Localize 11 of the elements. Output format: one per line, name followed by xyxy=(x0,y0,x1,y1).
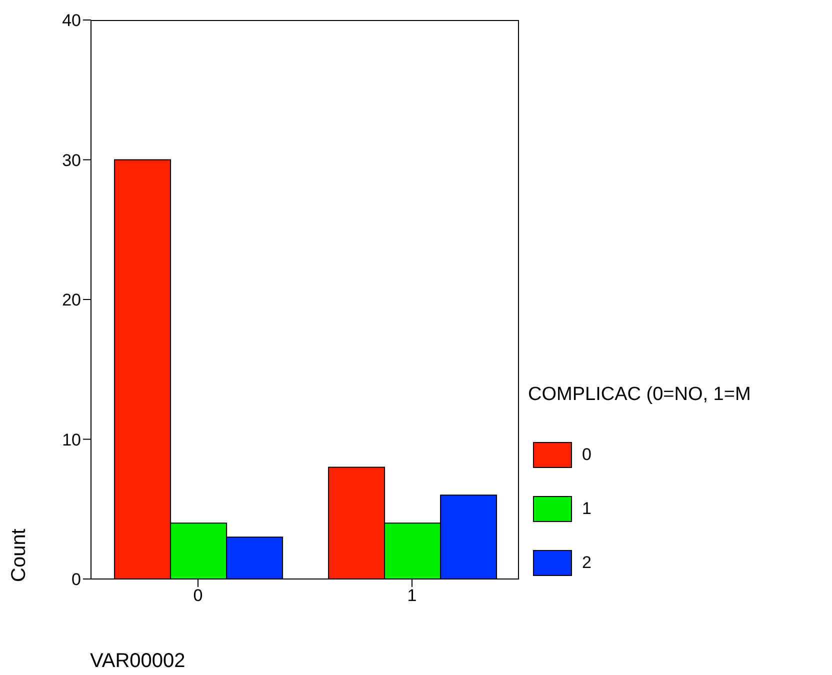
legend-label: 2 xyxy=(582,553,592,573)
y-tick-label: 40 xyxy=(62,11,81,30)
y-tick-label: 0 xyxy=(72,570,81,590)
legend-label: 1 xyxy=(582,499,592,519)
y-tick-label: 30 xyxy=(62,150,81,170)
y-tick-label: 10 xyxy=(62,430,81,450)
x-axis-title: VAR00002 xyxy=(90,650,186,673)
legend-title: COMPLICAC (0=NO, 1=M xyxy=(528,384,751,406)
y-axis-title: Count xyxy=(8,528,31,582)
y-tick-label: 20 xyxy=(62,290,81,310)
legend-label: 0 xyxy=(582,445,592,465)
